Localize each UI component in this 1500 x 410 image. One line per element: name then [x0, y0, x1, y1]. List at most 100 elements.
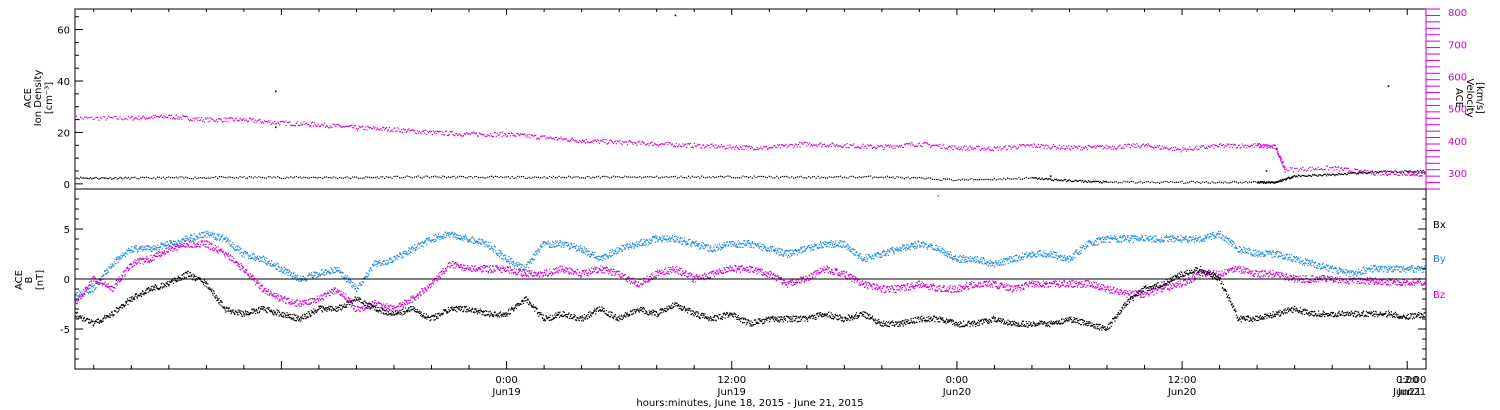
velocity-point-395	[463, 133, 465, 135]
density-point-754	[1291, 177, 1293, 179]
density-point-16	[96, 177, 99, 179]
by-point-999	[543, 242, 545, 244]
by-point-990	[538, 251, 540, 253]
density-point-879	[1424, 171, 1426, 173]
velocity-point-371	[441, 134, 443, 136]
by-point-319	[224, 237, 226, 239]
by-point-2122	[1069, 259, 1071, 261]
by-point-1828	[931, 244, 934, 247]
by-point-1768	[903, 244, 905, 247]
by-point-737	[420, 242, 422, 244]
by-point-1590	[820, 242, 822, 244]
velocity-point-226	[305, 122, 307, 124]
velocity-point-93	[180, 116, 182, 118]
by-point-99	[120, 258, 122, 260]
by-point-2433	[1215, 235, 1217, 237]
velocity-point-875	[914, 145, 916, 148]
density-point-267	[556, 177, 558, 179]
velocity-point-853	[893, 145, 895, 147]
density-point-86	[217, 177, 219, 180]
density-point-499	[992, 179, 994, 181]
by-point-442	[281, 272, 283, 274]
velocity-point-15	[95, 116, 97, 118]
density-point-486	[967, 179, 969, 181]
by-point-381	[253, 258, 255, 261]
by-point-2420	[1209, 232, 1211, 234]
by-point-2028	[1025, 251, 1027, 253]
by-point-2123	[1070, 258, 1072, 260]
velocity-point-490	[552, 137, 555, 139]
density-point-133	[305, 176, 307, 179]
by-point-1888	[960, 260, 962, 262]
by-point-453	[286, 269, 289, 271]
velocity-point-731	[779, 144, 781, 146]
by-point-1457	[757, 244, 760, 246]
density-point-793	[1325, 173, 1327, 175]
velocity-point-1376	[1346, 167, 1348, 169]
velocity-point-1264	[1267, 145, 1269, 147]
velocity-point-1311	[1282, 161, 1284, 163]
density-point-306	[629, 176, 631, 178]
velocity-point-482	[545, 138, 547, 140]
by-point-1117	[598, 255, 600, 257]
by-point-1684	[864, 259, 866, 261]
density-point-730	[1280, 179, 1282, 181]
by-point-1290	[679, 238, 681, 240]
velocity-point-1352	[1322, 169, 1324, 171]
by-point-1300	[684, 240, 686, 242]
density-point-312	[641, 177, 643, 179]
density-point-326	[667, 176, 669, 178]
velocity-point-315	[388, 126, 390, 128]
by-point-635	[372, 263, 374, 265]
velocity-point-777	[822, 144, 824, 146]
density-point-184	[400, 177, 403, 179]
velocity-tick-label-300: 300	[1448, 169, 1467, 180]
density-point-369	[748, 176, 750, 179]
by-point-2426	[1212, 231, 1214, 233]
by-point-703	[404, 251, 406, 253]
velocity-point-449	[514, 135, 516, 137]
density-point-775	[1308, 174, 1310, 176]
velocity-point-84	[172, 118, 174, 120]
by-point-450	[285, 268, 287, 270]
velocity-point-262	[339, 125, 341, 127]
by-point-2425	[1212, 234, 1214, 236]
velocity-point-574	[631, 142, 633, 144]
density-point-385	[778, 177, 780, 179]
by-point-2318	[1161, 241, 1163, 243]
by-point-973	[530, 262, 532, 264]
by-point-320	[224, 238, 226, 240]
by-point-1726	[884, 250, 886, 252]
velocity-point-1334	[1301, 168, 1303, 170]
velocity-point-238	[316, 125, 318, 127]
by-point-77	[110, 267, 112, 269]
by-point-1324	[695, 240, 697, 242]
velocity-point-1042	[1070, 145, 1072, 147]
by-point-2474	[1234, 245, 1237, 247]
by-point-1106	[593, 254, 595, 256]
by-point-1935	[982, 258, 984, 260]
by-point-165	[151, 246, 153, 248]
density-point-144	[325, 176, 327, 178]
density-point-59	[166, 177, 168, 179]
velocity-point-575	[632, 143, 634, 145]
velocity-point-1006	[1037, 147, 1039, 149]
by-point-2330	[1167, 236, 1169, 238]
by-point-1614	[831, 242, 833, 245]
by-point-2496	[1245, 248, 1247, 250]
velocity-point-1426	[1393, 173, 1395, 175]
velocity-point-1312	[1282, 166, 1284, 168]
by-point-2437	[1217, 233, 1219, 235]
density-point-834	[1363, 171, 1365, 173]
velocity-point-1002	[1033, 143, 1035, 145]
velocity-point-976	[1008, 145, 1010, 147]
velocity-point-70	[158, 116, 160, 118]
by-point-2004	[1014, 260, 1016, 262]
density-point-24	[108, 177, 110, 180]
by-point-98	[120, 254, 122, 256]
density-point-354	[719, 175, 722, 177]
by-point-1127	[603, 254, 605, 256]
velocity-point-859	[899, 145, 901, 147]
density-point-351	[714, 176, 716, 178]
density-point-165	[365, 176, 367, 178]
